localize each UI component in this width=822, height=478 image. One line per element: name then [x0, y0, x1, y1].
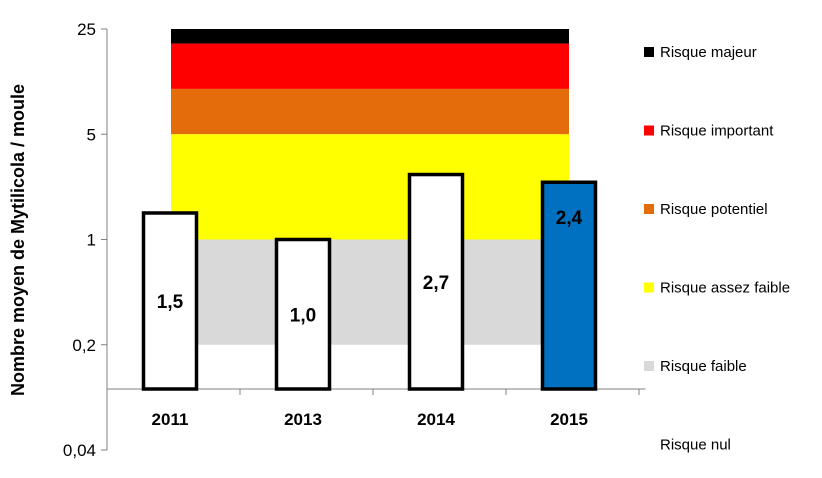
risk-band	[171, 43, 569, 89]
legend-swatch	[644, 204, 654, 214]
y-axis-title: Nombre moyen de Mytilicola / moule	[8, 84, 28, 396]
bar-value-label: 2,4	[556, 208, 583, 229]
bar-value-label: 2,7	[423, 273, 449, 294]
legend-swatch	[644, 361, 654, 371]
x-tick-label: 2014	[417, 410, 455, 429]
risk-band	[171, 29, 569, 44]
bar	[274, 237, 332, 391]
x-tick-label: 2015	[550, 410, 588, 429]
y-tick-label: 25	[77, 20, 96, 39]
y-tick-label: 1	[87, 231, 96, 250]
bar-value-label: 1,0	[290, 305, 316, 326]
risk-band	[171, 88, 569, 135]
risk-band	[171, 239, 569, 345]
legend-label: Risque faible	[660, 358, 747, 375]
legend-label: Risque potentiel	[660, 201, 768, 218]
legend-label: Risque important	[660, 123, 774, 140]
legend-swatch	[644, 47, 654, 57]
y-tick-label: 5	[87, 125, 96, 144]
x-tick-label: 2013	[284, 410, 322, 429]
legend-label: Risque nul	[660, 437, 731, 454]
bar-value-label: 1,5	[157, 292, 184, 313]
risk-band	[171, 134, 569, 240]
legend-swatch	[644, 282, 654, 293]
legend-label: Risque assez faible	[660, 280, 790, 297]
legend-label: Risque majeur	[660, 44, 757, 61]
legend-swatch	[644, 125, 654, 136]
bar	[407, 172, 465, 391]
bar	[141, 211, 199, 391]
bar	[540, 180, 598, 391]
y-tick-label: 0,2	[72, 336, 96, 355]
y-tick-label: 0,04	[63, 441, 96, 460]
x-tick-label: 2011	[152, 410, 189, 429]
